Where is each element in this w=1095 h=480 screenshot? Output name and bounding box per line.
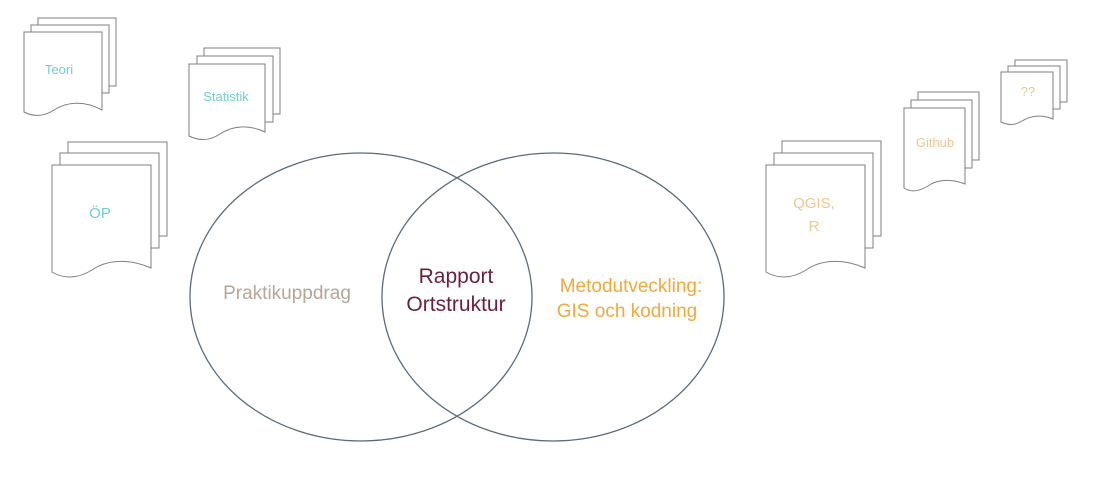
doc-stack-github: Github [903,91,980,192]
venn-label-right-line1: Metodutveckling: [560,276,703,297]
doc-stack-statistik: Statistik [188,47,281,140]
doc-label-github: Github [916,135,954,150]
doc-label-statistik: Statistik [203,89,249,104]
doc-label-op: ÖP [89,204,111,222]
venn-label-center-line1: Rapport [419,265,494,288]
venn-label-left: Praktikuppdrag [223,283,351,304]
doc-stack-teori: Teori [23,17,117,116]
venn-label-center-line2: Ortstruktur [406,293,505,316]
doc-label-qgis-line2: R [809,218,820,235]
doc-label-unknown: ?? [1021,84,1035,99]
doc-label-teori: Teori [45,62,73,77]
venn-circle-left [189,152,533,442]
doc-stack-op: ÖP [51,141,168,278]
doc-stack-qgis: QGIS, R [765,140,882,278]
venn-label-right-line2: GIS och kodning [557,301,697,322]
venn-circle-right [381,152,725,442]
doc-label-qgis-line1: QGIS, [793,195,835,212]
doc-stack-unknown: ?? [1000,59,1068,125]
